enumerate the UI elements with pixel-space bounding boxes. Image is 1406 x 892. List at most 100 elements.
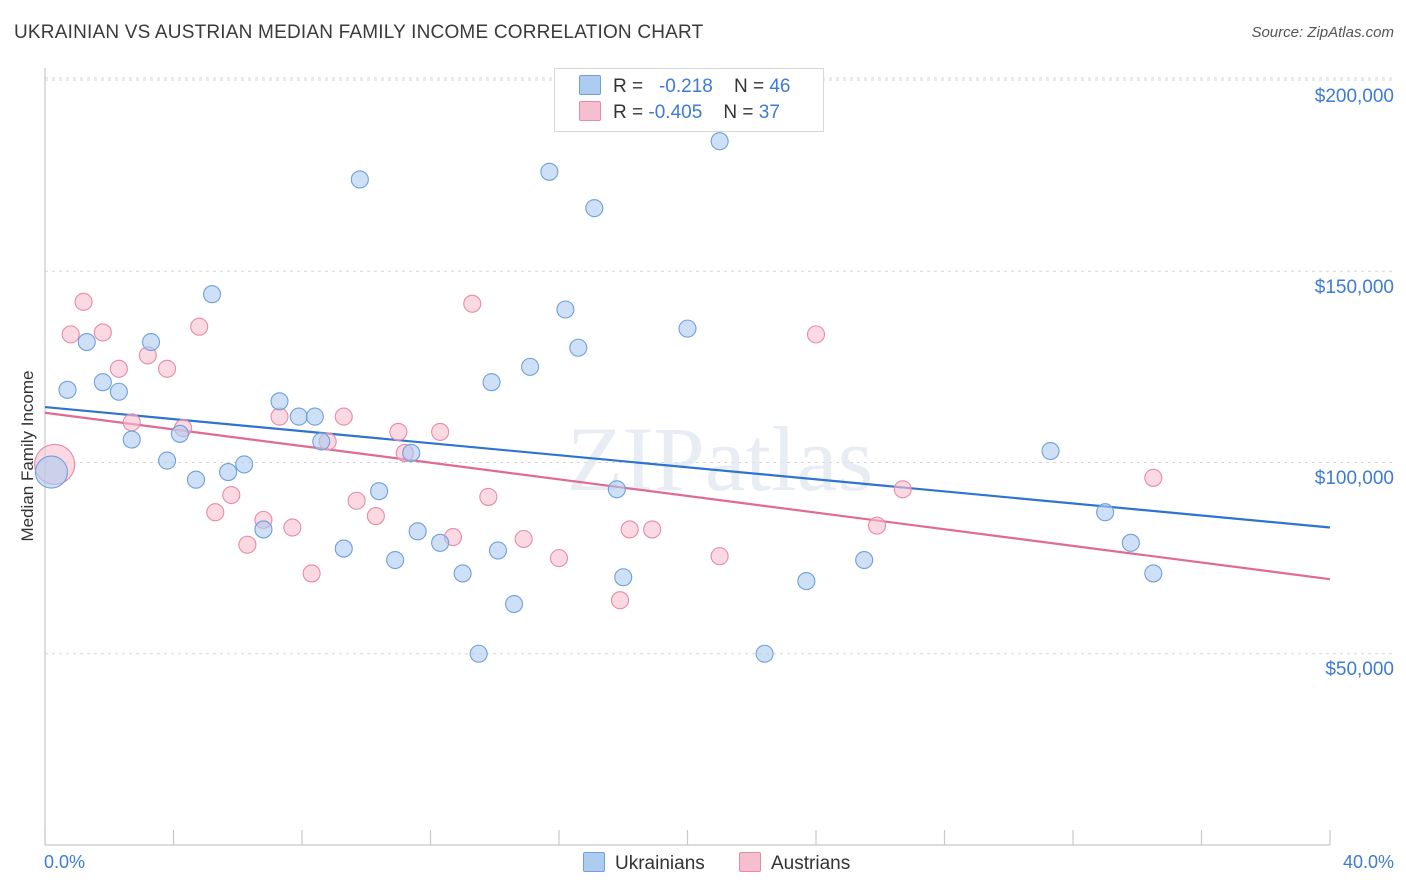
ukrainians-point	[203, 285, 222, 304]
ukrainians-point	[370, 482, 389, 501]
ukrainians-point	[122, 430, 141, 449]
legend-r-value: -0.218	[658, 76, 713, 97]
austrians-point	[270, 407, 289, 426]
ukrainians-point	[58, 380, 77, 399]
correlation-legend: R = -0.218 N = 46 R = -0.405 N = 37	[554, 68, 824, 132]
ukrainians-point	[235, 455, 254, 474]
x-tick-label-max: 40.0%	[1342, 852, 1394, 872]
legend-item-austrians[interactable]: Austrians	[739, 852, 850, 875]
ukrainians-point	[34, 455, 68, 489]
austrians-point	[206, 503, 225, 522]
ukrainians-point	[93, 373, 112, 392]
y-tick-label: $150,000	[1314, 277, 1394, 298]
ukrainians-point	[585, 199, 604, 218]
austrians-point	[190, 317, 209, 336]
source-label: Source: ZipAtlas.com	[1251, 24, 1394, 41]
ukrainians-point	[77, 332, 96, 352]
ukrainians-point	[482, 373, 501, 392]
ukrainians-point	[312, 432, 331, 451]
legend-r-value: -0.405	[648, 102, 703, 123]
ukrainians-point	[710, 132, 729, 151]
legend-row-austrians: R = -0.405 N = 37	[579, 101, 780, 125]
ukrainians-point	[469, 644, 488, 663]
ukrainians-point	[431, 533, 450, 552]
austrians-point	[431, 422, 450, 441]
trend-lines	[44, 405, 1331, 581]
legend-label-austrians: Austrians	[771, 853, 851, 874]
y-tick-label: $200,000	[1314, 86, 1394, 107]
ukrainians-point	[855, 550, 874, 570]
austrians-point	[61, 325, 80, 344]
ukrainians-point	[158, 451, 177, 470]
ukrainians-point	[504, 594, 524, 614]
ukrainians-point	[569, 338, 588, 357]
ukrainians-trend-line	[44, 405, 1331, 529]
data-points	[34, 132, 1163, 663]
ukrainians-point	[678, 319, 697, 338]
austrians-point	[463, 294, 482, 313]
austrians-point	[620, 520, 639, 539]
austrians-point	[710, 547, 729, 566]
austrians-point	[74, 292, 93, 311]
legend-swatch-ukrainians	[583, 852, 605, 872]
ukrainians-point	[141, 332, 161, 352]
austrians-point	[514, 529, 533, 549]
austrians-point	[366, 506, 385, 526]
ukrainians-point	[186, 470, 206, 489]
ukrainians-point	[289, 407, 308, 426]
legend-row-ukrainians: R = -0.218 N = 46	[579, 75, 790, 99]
ukrainians-point	[1144, 564, 1163, 583]
chart-title: UKRAINIAN VS AUSTRIAN MEDIAN FAMILY INCO…	[14, 22, 704, 43]
austrians-point	[893, 480, 912, 499]
austrians-trend-line	[44, 411, 1331, 581]
ukrainians-point	[614, 568, 633, 587]
austrians-point	[93, 323, 112, 342]
ukrainians-point	[556, 300, 575, 319]
austrians-point	[158, 359, 177, 378]
ukrainians-point	[109, 382, 128, 401]
grid-lines	[45, 77, 1395, 655]
legend-label-ukrainians: Ukrainians	[615, 853, 705, 874]
ukrainians-point	[453, 564, 472, 583]
austrians-point	[222, 485, 241, 505]
ukrainians-point	[755, 644, 774, 663]
ukrainians-point	[270, 392, 289, 411]
ukrainians-point	[1121, 533, 1140, 552]
austrians-point	[479, 487, 498, 506]
austrians-point	[334, 407, 353, 426]
ukrainians-point	[540, 162, 559, 181]
austrians-point	[347, 491, 366, 510]
legend-swatch-ukrainians	[579, 75, 601, 95]
ukrainians-point	[797, 572, 816, 591]
ukrainians-point	[488, 541, 508, 560]
legend-item-ukrainians[interactable]: Ukrainians	[583, 852, 705, 875]
ukrainians-point	[521, 357, 540, 376]
ukrainians-point	[408, 522, 427, 541]
legend-n-label: N =	[723, 102, 754, 123]
austrians-point	[283, 518, 302, 537]
ukrainians-point	[350, 170, 369, 189]
legend-n-value: 46	[769, 76, 791, 97]
ukrainians-point	[334, 539, 353, 558]
ukrainians-point	[386, 550, 405, 570]
x-tick-label-min: 0.0%	[44, 852, 86, 872]
ukrainians-point	[607, 480, 626, 499]
ukrainians-point	[402, 443, 421, 462]
austrians-point	[1144, 468, 1163, 487]
legend-n-value: 37	[758, 102, 780, 123]
legend-swatch-austrians	[579, 101, 601, 121]
ukrainians-point	[1096, 503, 1115, 522]
ukrainians-point	[254, 520, 273, 539]
ukrainians-point	[170, 424, 189, 443]
austrians-point	[238, 535, 257, 554]
austrians-point	[389, 422, 408, 441]
legend-n-label: N =	[733, 76, 765, 97]
ukrainians-point	[305, 407, 324, 426]
legend-r-label: R =	[613, 76, 644, 97]
austrians-point	[109, 359, 128, 378]
legend-r-label: R =	[613, 102, 644, 123]
austrians-point	[610, 591, 630, 610]
austrians-point	[806, 325, 826, 344]
legend-swatch-austrians	[739, 852, 761, 872]
